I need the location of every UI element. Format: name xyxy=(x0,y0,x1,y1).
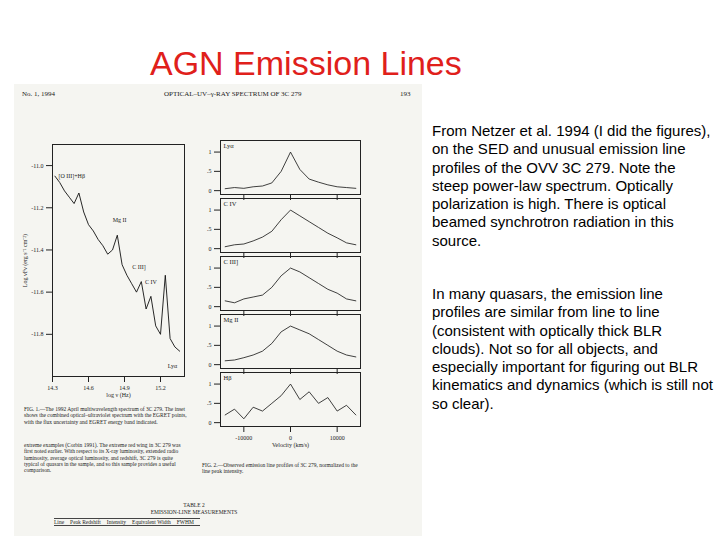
svg-text:1: 1 xyxy=(209,323,212,329)
svg-text:1: 1 xyxy=(209,265,212,271)
svg-text:14.3: 14.3 xyxy=(47,385,58,391)
svg-text:.5: .5 xyxy=(207,284,212,290)
html-text:From Netzer et al. 1994 (I did: From Netzer et al. 1994 (I did the figur… xyxy=(432,122,711,249)
svg-text:-11.2: -11.2 xyxy=(31,205,43,211)
svg-text:Hβ: Hβ xyxy=(224,374,233,381)
html-text:TABLE 2: TABLE 2 xyxy=(183,502,205,508)
html-text:193: 193 xyxy=(400,90,411,98)
svg-text:-11.4: -11.4 xyxy=(31,247,43,253)
html-text:Line: Line xyxy=(54,519,65,525)
svg-text:.5: .5 xyxy=(207,226,212,232)
svg-text:C III]: C III] xyxy=(224,258,239,266)
svg-text:Lyα: Lyα xyxy=(224,142,235,149)
svg-text:0: 0 xyxy=(209,420,212,426)
svg-text:log ν (Hz): log ν (Hz) xyxy=(106,392,130,399)
html-text:AGN Emission Lines: AGN Emission Lines xyxy=(150,44,462,82)
svg-text:Velocity (km/s): Velocity (km/s) xyxy=(272,442,309,449)
svg-text:Mg II: Mg II xyxy=(224,316,239,323)
svg-text:14.9: 14.9 xyxy=(119,385,130,391)
svg-text:-10000: -10000 xyxy=(235,435,252,441)
html-text:FIG. 2.—Observed emission line: FIG. 2.—Observed emission line profiles … xyxy=(202,462,358,475)
html-text:Intensity: Intensity xyxy=(106,519,127,525)
svg-text:0: 0 xyxy=(209,246,212,252)
html-text:Equivalent Width: Equivalent Width xyxy=(132,519,171,525)
svg-text:-11.6: -11.6 xyxy=(31,289,43,295)
svg-text:0: 0 xyxy=(209,188,212,194)
svg-text:Mg II: Mg II xyxy=(113,217,127,223)
svg-text:[O III]+Hβ: [O III]+Hβ xyxy=(58,173,85,180)
svg-text:Log νFν (erg s⁻¹ cm⁻²): Log νFν (erg s⁻¹ cm⁻²) xyxy=(22,234,29,287)
svg-text:C IV: C IV xyxy=(145,279,158,285)
html-text:Peak Redshift: Peak Redshift xyxy=(70,519,101,525)
html-text:extreme examples (Corbin 1991): extreme examples (Corbin 1991). The extr… xyxy=(24,442,181,474)
svg-text:Lyα: Lyα xyxy=(168,363,178,369)
html-text:In many quasars, the emission: In many quasars, the emission line profi… xyxy=(432,285,713,412)
html-text:FIG. 1.—The 1992 April multiwa: FIG. 1.—The 1992 April multiwavelength s… xyxy=(24,406,187,425)
svg-text:-11.0: -11.0 xyxy=(31,163,43,169)
svg-text:0: 0 xyxy=(209,304,212,310)
svg-text:C III]: C III] xyxy=(132,264,146,271)
html-text:No. 1, 1994: No. 1, 1994 xyxy=(22,90,56,98)
svg-text:1: 1 xyxy=(209,381,212,387)
svg-text:C IV: C IV xyxy=(224,200,237,207)
svg-text:0: 0 xyxy=(289,435,292,441)
svg-text:-11.8: -11.8 xyxy=(31,331,43,337)
html-text:FWHM: FWHM xyxy=(176,519,194,525)
html-text:EMISSION-LINE MEASUREMENTS: EMISSION-LINE MEASUREMENTS xyxy=(150,509,238,515)
svg-text:.5: .5 xyxy=(207,168,212,174)
svg-text:0: 0 xyxy=(209,362,212,368)
html-text:OPTICAL–UV–γ-RAY SPECTRUM OF 3: OPTICAL–UV–γ-RAY SPECTRUM OF 3C 279 xyxy=(164,90,302,98)
svg-text:14.6: 14.6 xyxy=(83,385,94,391)
svg-text:1: 1 xyxy=(209,207,212,213)
svg-text:10000: 10000 xyxy=(330,435,345,441)
svg-text:.5: .5 xyxy=(207,342,212,348)
svg-text:.5: .5 xyxy=(207,400,212,406)
svg-text:15.2: 15.2 xyxy=(155,385,166,391)
svg-text:1: 1 xyxy=(209,149,212,155)
